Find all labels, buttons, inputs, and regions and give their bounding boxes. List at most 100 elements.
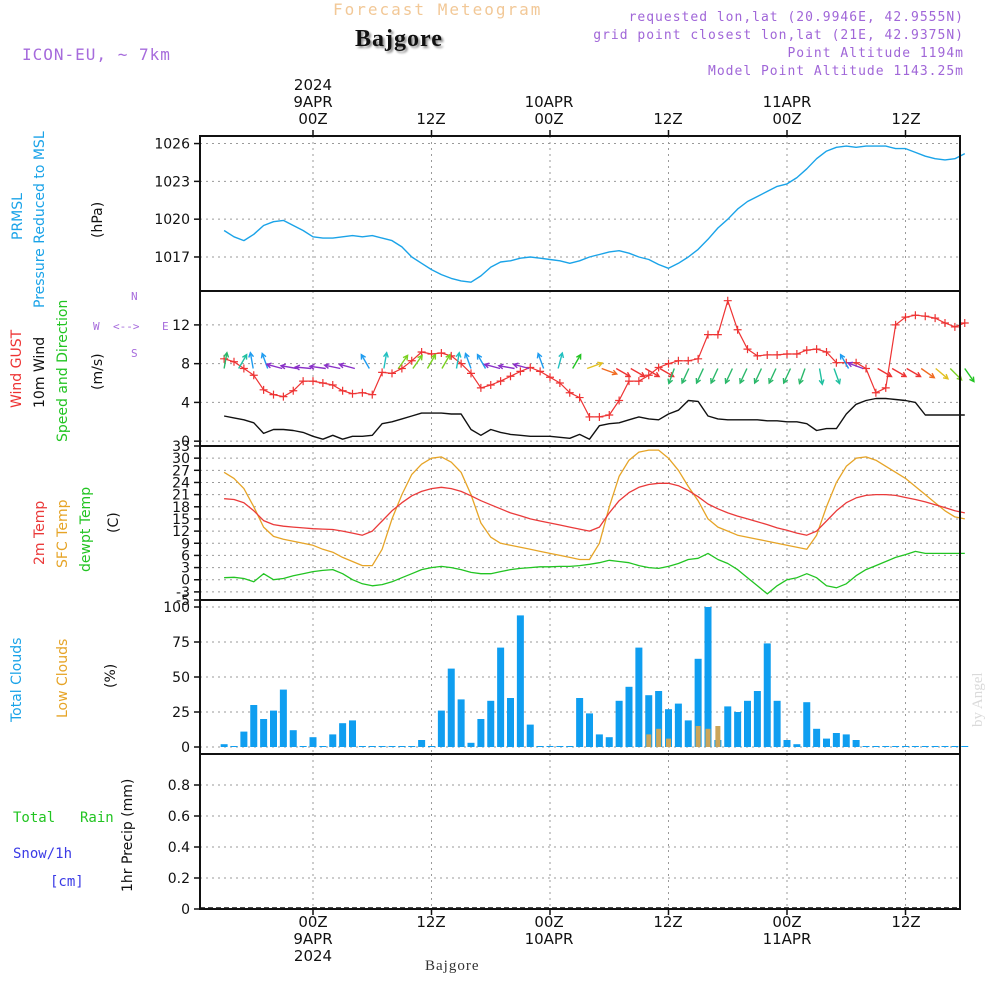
total-cloud-bar (556, 746, 564, 747)
temp-2m-line (224, 482, 965, 536)
wind-arrow-shaft (397, 354, 409, 369)
total-cloud-bar (655, 691, 663, 747)
temp-tick-label-0: -5 (176, 593, 190, 609)
precip-tick-label-0: 0 (181, 902, 190, 918)
precip-tick-label-1: 0.2 (168, 871, 190, 887)
gust-marker (230, 357, 238, 366)
total-cloud-bar (388, 746, 396, 747)
total-cloud-bar (487, 700, 495, 747)
temp-tick-label-3: 3 (181, 561, 190, 577)
gust-marker (289, 386, 298, 395)
gust-marker (279, 392, 288, 401)
low-cloud-bar (695, 726, 701, 747)
wind-direction-arrow (601, 367, 619, 376)
bottom-time-label-4: 00Z 11APR (762, 913, 812, 948)
gust-marker (654, 363, 663, 372)
wind-direction-arrow (710, 368, 719, 385)
total-cloud-bar (497, 647, 505, 747)
gust-marker (407, 356, 416, 365)
wind-arrow-shaft (557, 352, 563, 369)
total-cloud-bar (773, 700, 781, 747)
wind-direction-arrow (397, 354, 409, 369)
wind-direction-arrow (615, 367, 632, 378)
gust-marker (388, 369, 396, 378)
wind-arrow-head (576, 353, 582, 360)
wind-arrow-shaft (818, 368, 823, 385)
pressure-tick-label-0: 1017 (154, 250, 190, 266)
total-cloud-bar (270, 710, 277, 747)
total-cloud-bar (665, 709, 672, 747)
chart-title: Forecast Meteogram (333, 0, 543, 19)
clouds-tick-label-0: 0 (181, 740, 190, 756)
wind-arrow-shaft (261, 353, 269, 369)
bottom-time-label-5: 12Z (891, 913, 921, 931)
wind-direction-arrow (265, 362, 283, 370)
gust-marker (822, 348, 831, 357)
temp-tick-label-12: 30 (172, 451, 190, 467)
total-cloud-bar (260, 719, 268, 747)
pressure-tick-label-3: 1026 (154, 137, 190, 153)
wind-arrow-head (886, 371, 893, 378)
total-cloud-bar (349, 720, 356, 747)
wind-direction-arrow (223, 351, 230, 369)
compass-arrow-icon: <--> (113, 320, 140, 333)
wind-arrow-shaft (847, 362, 864, 370)
gust-marker (318, 379, 327, 388)
gust-marker (743, 345, 752, 354)
total-cloud-bar (783, 740, 791, 747)
grid-point-coords: grid point closest lon,lat (21E, 42.9375… (593, 28, 964, 43)
wind-direction-arrow (818, 368, 825, 386)
total-cloud-bar (220, 744, 228, 747)
low-cloud-bar (715, 726, 721, 747)
gust-marker (664, 359, 673, 368)
wind-arrow-head (942, 373, 950, 380)
total-cloud-bar (230, 746, 238, 747)
gust-marker (634, 377, 643, 386)
wind-arrow-head (265, 362, 272, 369)
gust-marker (871, 388, 880, 397)
wind-arrow-shaft (238, 354, 248, 369)
wind-arrow-shaft (280, 365, 297, 370)
total-cloud-bar (586, 713, 593, 747)
top-time-label-4: 11APR 00Z (762, 93, 812, 128)
wind-direction-arrow (935, 367, 950, 380)
wind-arrow-head (360, 353, 366, 360)
wind-arrow-head (445, 353, 451, 360)
wind-arrow-head (483, 362, 490, 369)
wind-arrow-shaft (644, 367, 660, 378)
wind-arrow-shaft (383, 352, 388, 369)
gust-marker (546, 373, 554, 382)
precip-label-snow: Snow/1h (13, 846, 73, 862)
wind-arrow-shaft (513, 363, 530, 370)
total-cloud-bar (546, 746, 554, 747)
wind-arrow-head (512, 362, 519, 369)
gust-marker (921, 312, 930, 321)
wind-arrow-head (611, 369, 619, 376)
wind-arrow-shaft (441, 354, 451, 369)
precip-tick-label-4: 0.8 (168, 778, 190, 794)
wind-arrow-head (753, 377, 760, 385)
wind-arrow-shaft (798, 368, 806, 384)
wind-arrow-head (798, 378, 804, 385)
wind-direction-arrow (753, 368, 763, 385)
precip-label-rain: Rain (80, 810, 114, 826)
total-cloud-bar (892, 746, 900, 747)
wind-arrow-shaft (295, 366, 312, 370)
top-time-label-1: 12Z (416, 110, 446, 128)
temp-tick-label-6: 12 (172, 524, 190, 540)
wind-arrow-shaft (412, 354, 423, 369)
wind-arrow-shaft (783, 368, 792, 384)
total-cloud-bar (872, 746, 880, 747)
wind-direction-arrow (768, 368, 777, 385)
gust-marker (733, 325, 742, 334)
wind-arrow-shaft (586, 362, 603, 370)
total-cloud-bar (793, 744, 801, 747)
gust-marker (960, 318, 969, 327)
wind-direction-arrow (308, 363, 326, 370)
wind-direction-arrow (964, 368, 975, 383)
total-cloud-bar (418, 740, 426, 747)
wind-arrow-head (476, 353, 483, 360)
total-cloud-bar (507, 698, 514, 747)
clouds-tick-label-4: 100 (163, 600, 190, 616)
precip-label-total: Total (13, 810, 56, 826)
